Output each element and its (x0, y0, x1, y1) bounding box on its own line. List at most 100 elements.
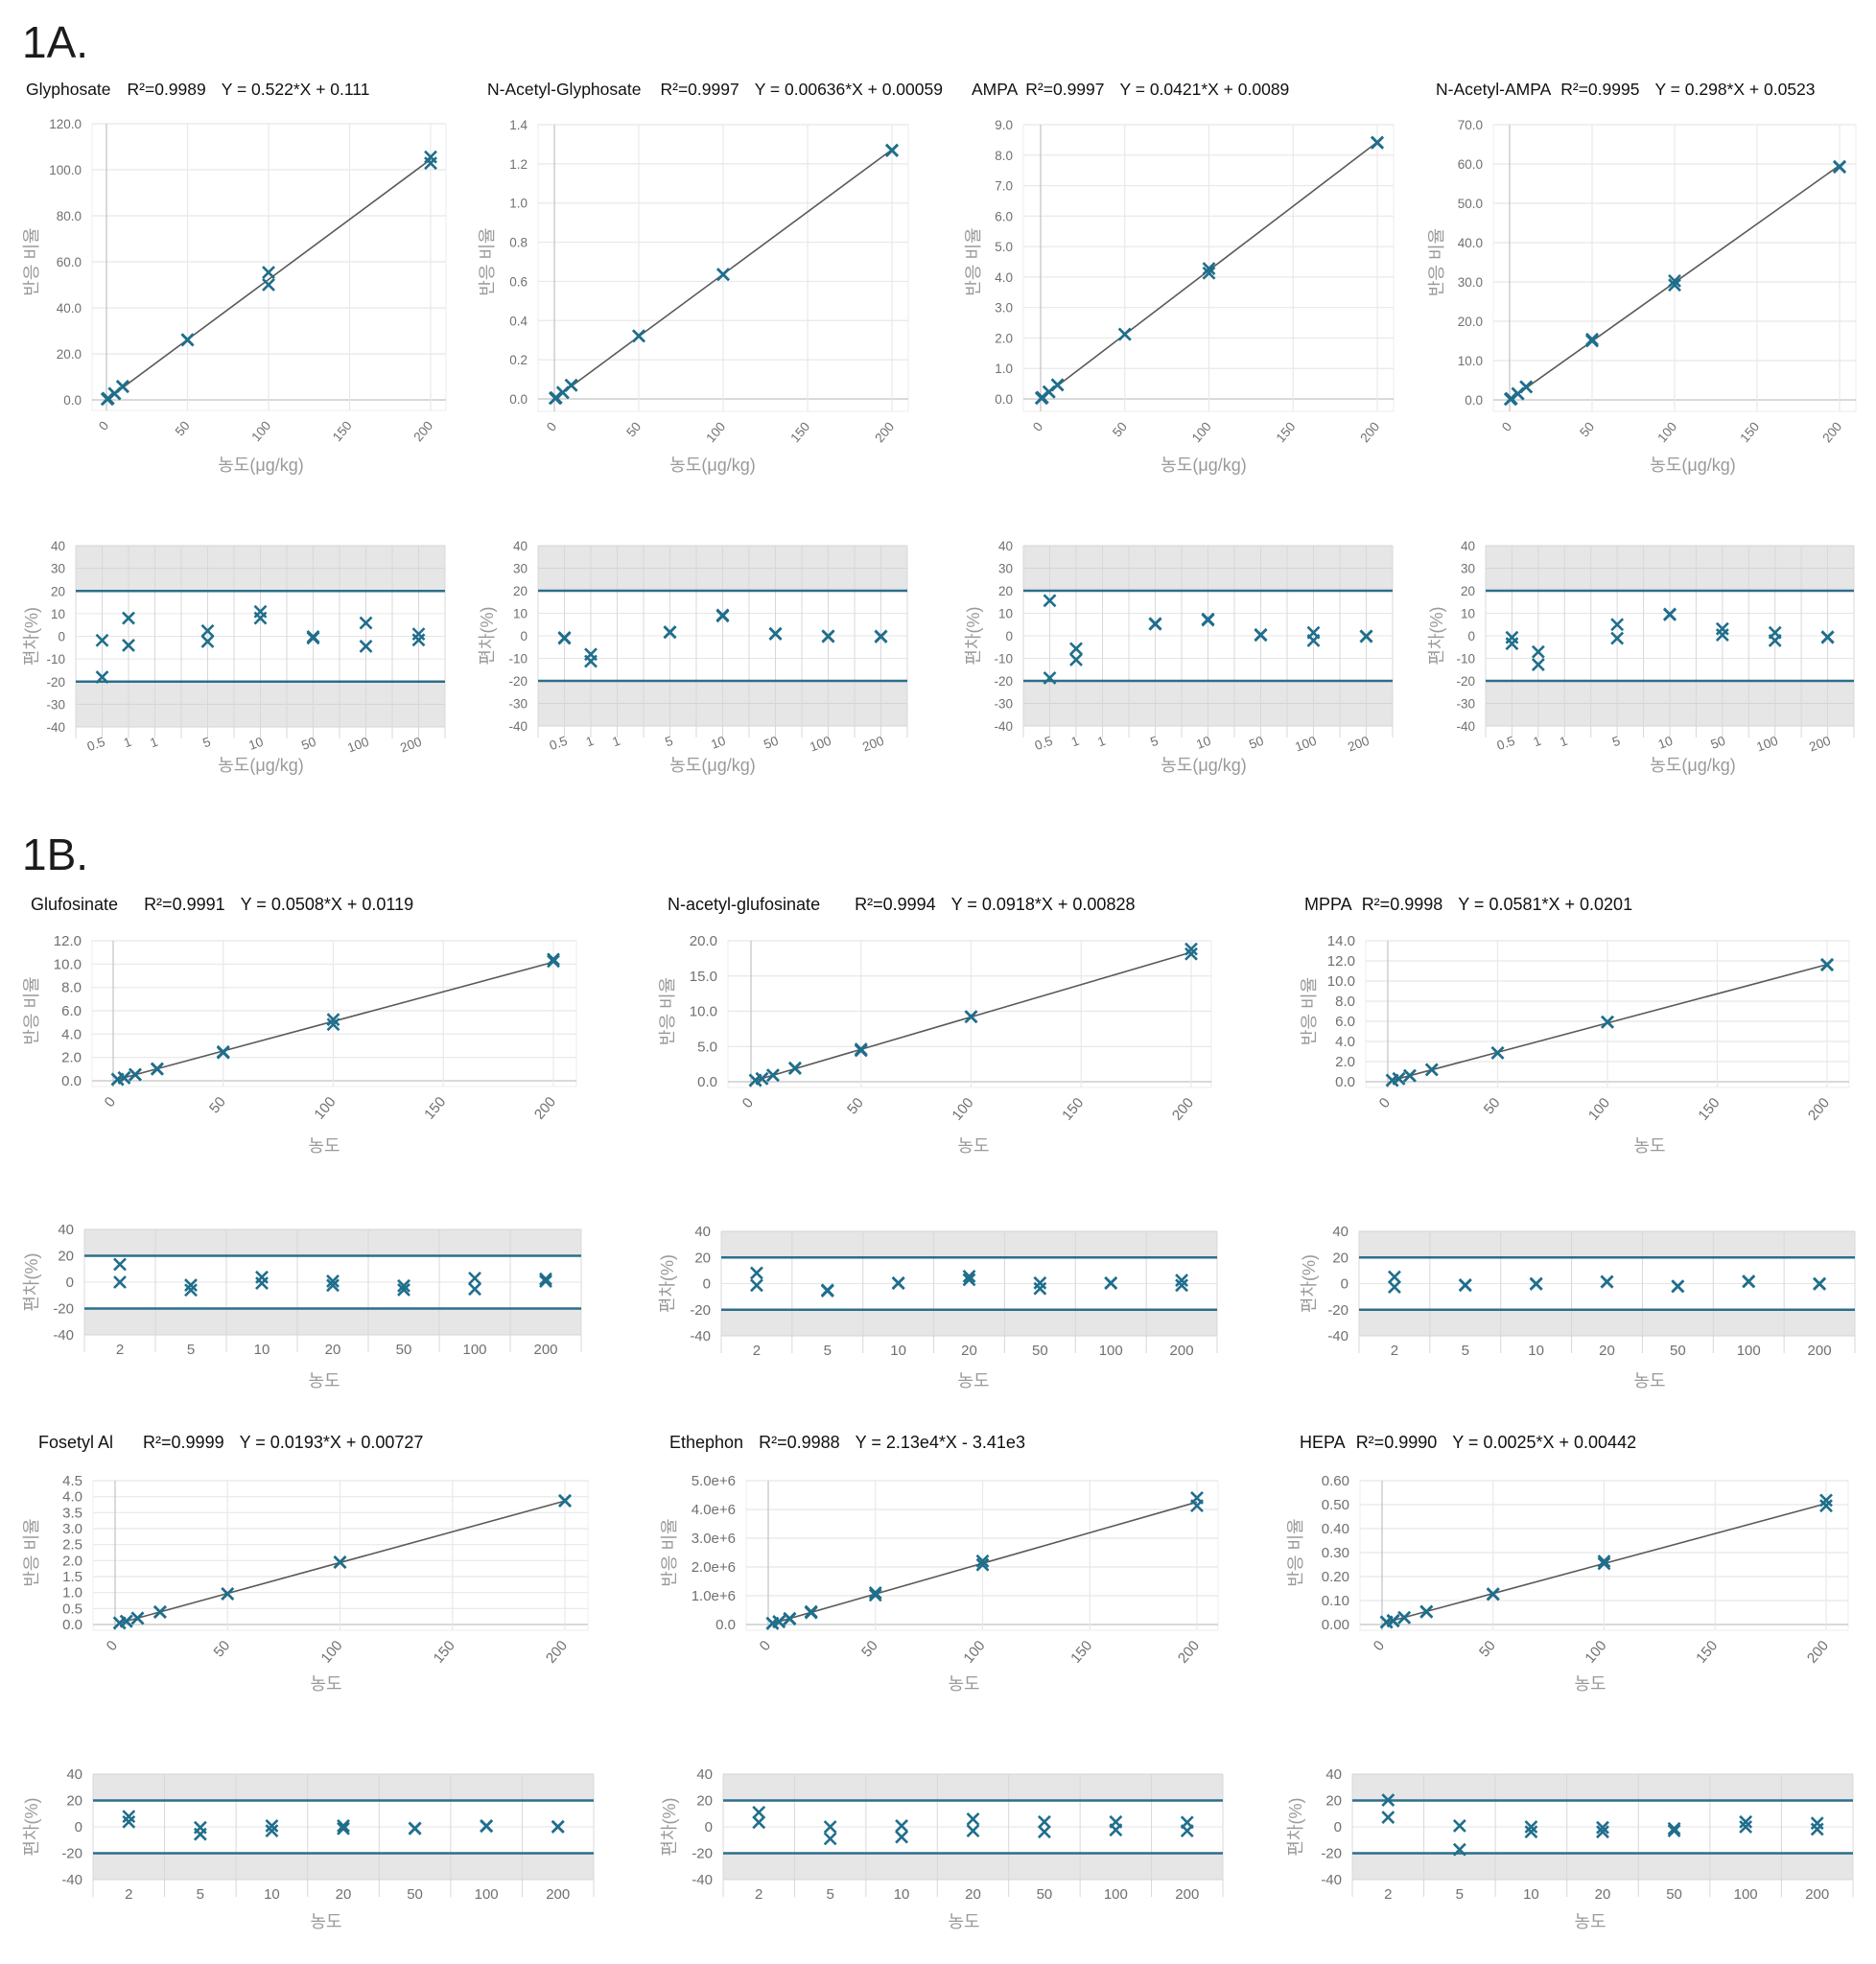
out-of-range-band-upper (721, 1231, 1217, 1258)
x-tick-label: 100 (808, 734, 832, 755)
regression-line (106, 158, 432, 400)
y-tick-label: 30 (513, 562, 528, 576)
calibration-point (632, 329, 645, 343)
calibration-point (1486, 1587, 1500, 1602)
x-tick-label: 20 (961, 1343, 977, 1359)
y-tick-label: 0.0 (995, 392, 1013, 407)
residual-point (468, 1271, 481, 1285)
x-tick-label: 5 (1462, 1343, 1469, 1359)
regression-equation: Y = 0.0193*X + 0.00727 (240, 1433, 424, 1452)
calibration-point (772, 1615, 786, 1629)
y-axis-title: 반응 비율 (1427, 228, 1446, 296)
out-of-range-band-upper (1359, 1231, 1855, 1258)
y-tick-label: 3.0 (62, 1521, 82, 1537)
panel-glyphosate: Glyphosate R²=0.9989 Y = 0.522*X + 0.111 0.… (22, 80, 447, 775)
y-tick-label: 0.20 (1322, 1569, 1349, 1585)
y-tick-label: 60.0 (1458, 157, 1483, 172)
calibration-point (558, 1493, 572, 1508)
residual-point (359, 639, 373, 653)
x-tick-label: 50 (1577, 419, 1597, 439)
residual-point (337, 1821, 350, 1835)
y-tick-label: 10 (513, 607, 528, 621)
panel-title: HEPA R²=0.9990 Y = 0.0025*X + 0.00442 (1300, 1433, 1636, 1452)
residual-point (750, 1278, 763, 1293)
residual-point (122, 611, 135, 625)
y-tick-label: 0.0 (715, 1617, 736, 1633)
y-tick-label: 2.0 (61, 1050, 82, 1066)
x-axis-title: 농도(μg/kg) (1161, 756, 1247, 775)
calibration-point (1490, 1046, 1505, 1060)
analyte-name: MPPA (1304, 895, 1352, 914)
analyte-name: N-acetyl-glufosinate (668, 895, 820, 914)
y-tick-label: -20 (994, 674, 1013, 689)
y-tick-label: 40 (1325, 1766, 1342, 1783)
y-tick-label: 6.0 (995, 209, 1013, 223)
residual-point (397, 1283, 410, 1297)
calibration-point (783, 1612, 797, 1626)
r-squared: R²=0.9988 (759, 1433, 840, 1452)
y-tick-label: 40 (51, 539, 65, 553)
calibration-point (854, 1043, 868, 1058)
y-tick-label: 30 (51, 562, 65, 576)
x-tick-label: 200 (533, 1342, 557, 1358)
y-tick-label: 0.8 (509, 236, 528, 250)
y-axis-title: 반응 비율 (964, 227, 983, 295)
x-tick-label: 50 (299, 735, 317, 753)
y-tick-label: -10 (1456, 652, 1475, 666)
x-tick-label: 200 (1346, 734, 1371, 755)
y-axis-title: 편차(%) (660, 1797, 679, 1856)
residual-point (1104, 1276, 1118, 1291)
x-tick-label: 200 (546, 1886, 570, 1903)
regression-equation: Y = 2.13e4*X - 3.41e3 (856, 1433, 1025, 1452)
x-tick-label: 200 (1170, 1343, 1194, 1359)
y-tick-label: -30 (46, 697, 65, 712)
residual-point (1529, 1276, 1543, 1291)
x-tick-label: 50 (407, 1886, 423, 1903)
calibration-point (150, 1062, 164, 1076)
y-tick-label: -20 (508, 674, 528, 689)
x-tick-label: 200 (860, 734, 885, 755)
y-tick-label: 0 (1005, 629, 1013, 643)
residual-point (551, 1819, 565, 1834)
x-tick-label: 2 (116, 1342, 124, 1358)
out-of-range-band-upper (723, 1774, 1223, 1801)
residual-point (1148, 617, 1162, 631)
y-tick-label: 14.0 (1327, 933, 1355, 949)
residual-point (895, 1830, 908, 1844)
residual-point (265, 1818, 279, 1833)
x-tick-label: 2 (755, 1886, 762, 1903)
calibration-point (262, 278, 275, 292)
residual-point (122, 639, 135, 652)
y-tick-label: -40 (1327, 1328, 1348, 1344)
y-tick-label: 20 (1461, 584, 1475, 598)
y-axis-title: 반응 비율 (22, 1518, 41, 1586)
y-axis-title: 편차(%) (22, 1252, 41, 1311)
y-axis-title: 편차(%) (964, 606, 983, 665)
residual-point (468, 1282, 481, 1297)
x-tick-label: 50 (1110, 419, 1130, 439)
calibration-point (1820, 958, 1834, 972)
residual-point (820, 1283, 834, 1298)
y-axis-title: 편차(%) (1427, 606, 1446, 665)
panel-n-acetyl-glyphosate: N-Acetyl-Glyphosate R²=0.9997 Y = 0.00636*… (478, 80, 943, 775)
panel-title: Glufosinate R²=0.9991 Y = 0.0508*X + 0.011… (31, 895, 413, 914)
x-tick-label: 50 (1666, 1886, 1682, 1903)
y-tick-label: 20 (66, 1793, 82, 1810)
residual-point (1033, 1281, 1047, 1296)
y-tick-label: -20 (692, 1846, 713, 1862)
regression-equation: Y = 0.0581*X + 0.0201 (1458, 895, 1632, 914)
x-axis-title: 농도(μg/kg) (669, 756, 756, 775)
y-tick-label: 5.0 (995, 240, 1013, 254)
x-tick-label: 10 (254, 1342, 270, 1358)
y-tick-label: -40 (994, 719, 1013, 734)
calibration-chart: 0.010.020.030.040.050.060.070.00 50 100 150… (1427, 118, 1857, 475)
y-tick-label: 0.0 (1465, 393, 1483, 408)
calibration-point (152, 1605, 167, 1619)
x-tick-label: 100 (1734, 1886, 1758, 1903)
analyte-name: HEPA (1300, 1433, 1346, 1452)
x-tick-label: 200 (1808, 1343, 1832, 1359)
y-axis-title: 편차(%) (22, 607, 41, 666)
